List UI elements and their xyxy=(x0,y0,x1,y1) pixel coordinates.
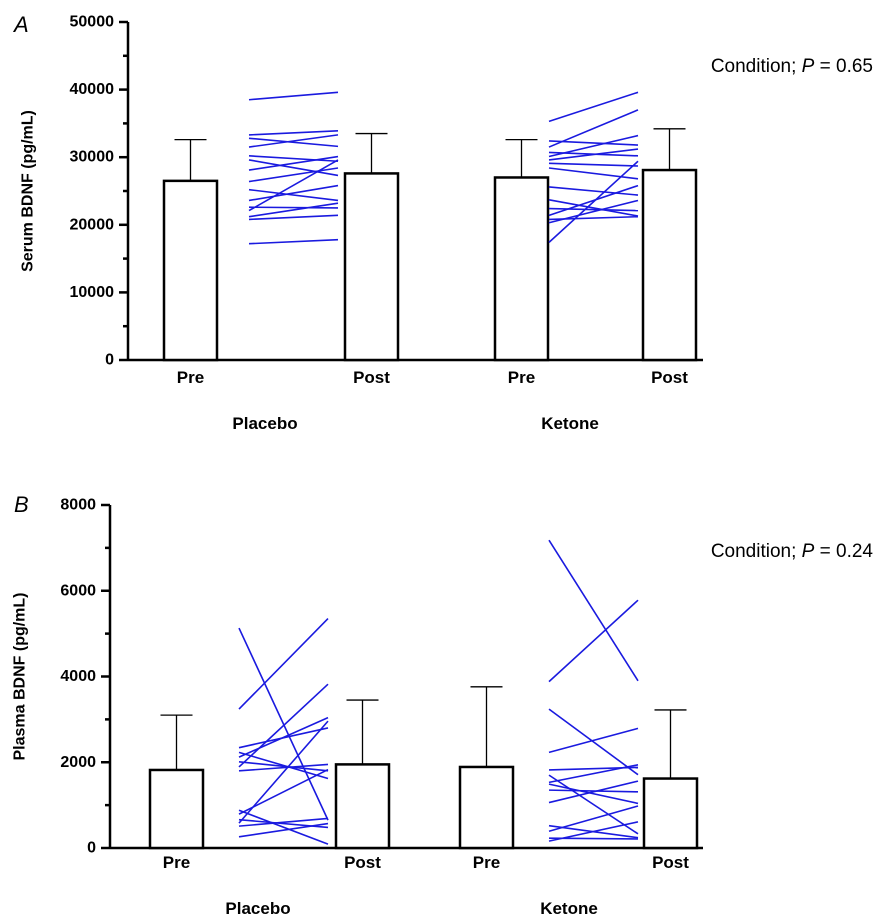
condition-annotation: Condition; P = 0.65 xyxy=(711,56,873,77)
category-label: Post xyxy=(353,368,390,387)
participant-line xyxy=(238,809,329,845)
group-label: Placebo xyxy=(225,899,290,918)
y-tick-label: 4000 xyxy=(60,668,96,685)
participant-line xyxy=(548,783,639,805)
y-tick-label: 0 xyxy=(105,352,114,369)
panel-a: A Serum BDNF (pg/mL) 0 10000 20000 30000 40000… xyxy=(12,12,873,433)
annotation-value: = 0.24 xyxy=(814,541,873,562)
participant-line xyxy=(248,91,339,101)
category-label: Post xyxy=(344,853,381,872)
participant-line xyxy=(548,148,639,161)
category-label: Post xyxy=(652,853,689,872)
bar xyxy=(162,179,219,362)
participant-line xyxy=(548,186,639,196)
y-tick-label: 0 xyxy=(87,840,96,857)
bar xyxy=(343,172,400,362)
participant-line xyxy=(548,199,639,217)
y-tick-label: 6000 xyxy=(60,582,96,599)
condition-annotation: Condition; P = 0.24 xyxy=(711,541,874,562)
participant-line xyxy=(238,720,329,824)
participant-line xyxy=(548,805,639,833)
category-label: Post xyxy=(651,368,688,387)
participant-line xyxy=(548,708,639,776)
participant-line xyxy=(548,160,639,243)
y-tick-label: 50000 xyxy=(70,14,115,31)
bar xyxy=(334,763,391,850)
participant-line xyxy=(238,716,329,758)
y-axis-label: Serum BDNF (pg/mL) xyxy=(20,110,37,272)
participant-line xyxy=(548,91,639,123)
participant-line xyxy=(548,199,639,224)
participant-line xyxy=(248,238,339,245)
participant-line xyxy=(248,159,339,177)
bar xyxy=(641,168,698,362)
group-label: Ketone xyxy=(540,899,598,918)
participant-line xyxy=(548,764,639,784)
category-label: Pre xyxy=(177,368,204,387)
participant-line xyxy=(248,188,339,202)
annotation-prefix: Condition; xyxy=(711,56,802,77)
participant-line xyxy=(248,137,339,148)
category-label: Pre xyxy=(473,853,500,872)
y-tick-label: 10000 xyxy=(70,284,115,301)
category-label: Pre xyxy=(163,853,190,872)
bar xyxy=(493,176,550,362)
participant-line xyxy=(548,539,639,682)
bar xyxy=(458,765,515,850)
y-tick-label: 40000 xyxy=(70,81,115,98)
participant-line xyxy=(248,130,339,136)
participant-line xyxy=(248,155,339,171)
participant-line xyxy=(238,751,329,780)
y-axis-label: Plasma BDNF (pg/mL) xyxy=(12,592,29,760)
participant-line xyxy=(248,159,339,212)
participant-line xyxy=(548,207,639,212)
annotation-p: P xyxy=(802,541,815,562)
participant-line xyxy=(548,780,639,804)
participant-line xyxy=(548,789,639,793)
participant-line xyxy=(248,155,339,163)
participant-line xyxy=(238,761,329,772)
panel-letter: A xyxy=(12,12,29,37)
participant-line xyxy=(248,134,339,148)
participant-line xyxy=(248,206,339,209)
participant-line xyxy=(548,134,639,158)
participant-line xyxy=(248,167,339,183)
panel-b: B Plasma BDNF (pg/mL) 0 2000 4000 6000 8000 Pre… xyxy=(12,492,874,918)
participant-line xyxy=(248,202,339,218)
y-tick-label: 30000 xyxy=(70,149,115,166)
participant-line xyxy=(238,627,329,821)
participant-line xyxy=(248,184,339,202)
annotation-prefix: Condition; xyxy=(711,541,802,562)
participant-line xyxy=(238,822,329,838)
participant-line xyxy=(248,214,339,221)
participant-line xyxy=(548,184,639,217)
participant-line xyxy=(548,821,639,842)
participant-line xyxy=(238,618,329,710)
annotation-p: P xyxy=(802,56,815,77)
participant-line xyxy=(238,817,329,827)
y-tick-label: 20000 xyxy=(70,216,115,233)
group-label: Ketone xyxy=(541,414,599,433)
participant-line xyxy=(548,599,639,683)
annotation-value: = 0.65 xyxy=(814,56,873,77)
panel-letter: B xyxy=(14,492,29,517)
participant-line xyxy=(238,683,329,768)
y-tick-label: 2000 xyxy=(60,754,96,771)
participant-line xyxy=(548,109,639,148)
category-label: Pre xyxy=(508,368,535,387)
participant-line xyxy=(548,774,639,835)
bar xyxy=(148,768,205,850)
participant-line xyxy=(238,763,329,772)
y-tick-label: 8000 xyxy=(60,497,96,514)
bar xyxy=(642,777,699,850)
participant-line xyxy=(548,167,639,180)
participant-line xyxy=(548,162,639,167)
group-label: Placebo xyxy=(232,414,297,433)
participant-line xyxy=(548,727,639,754)
